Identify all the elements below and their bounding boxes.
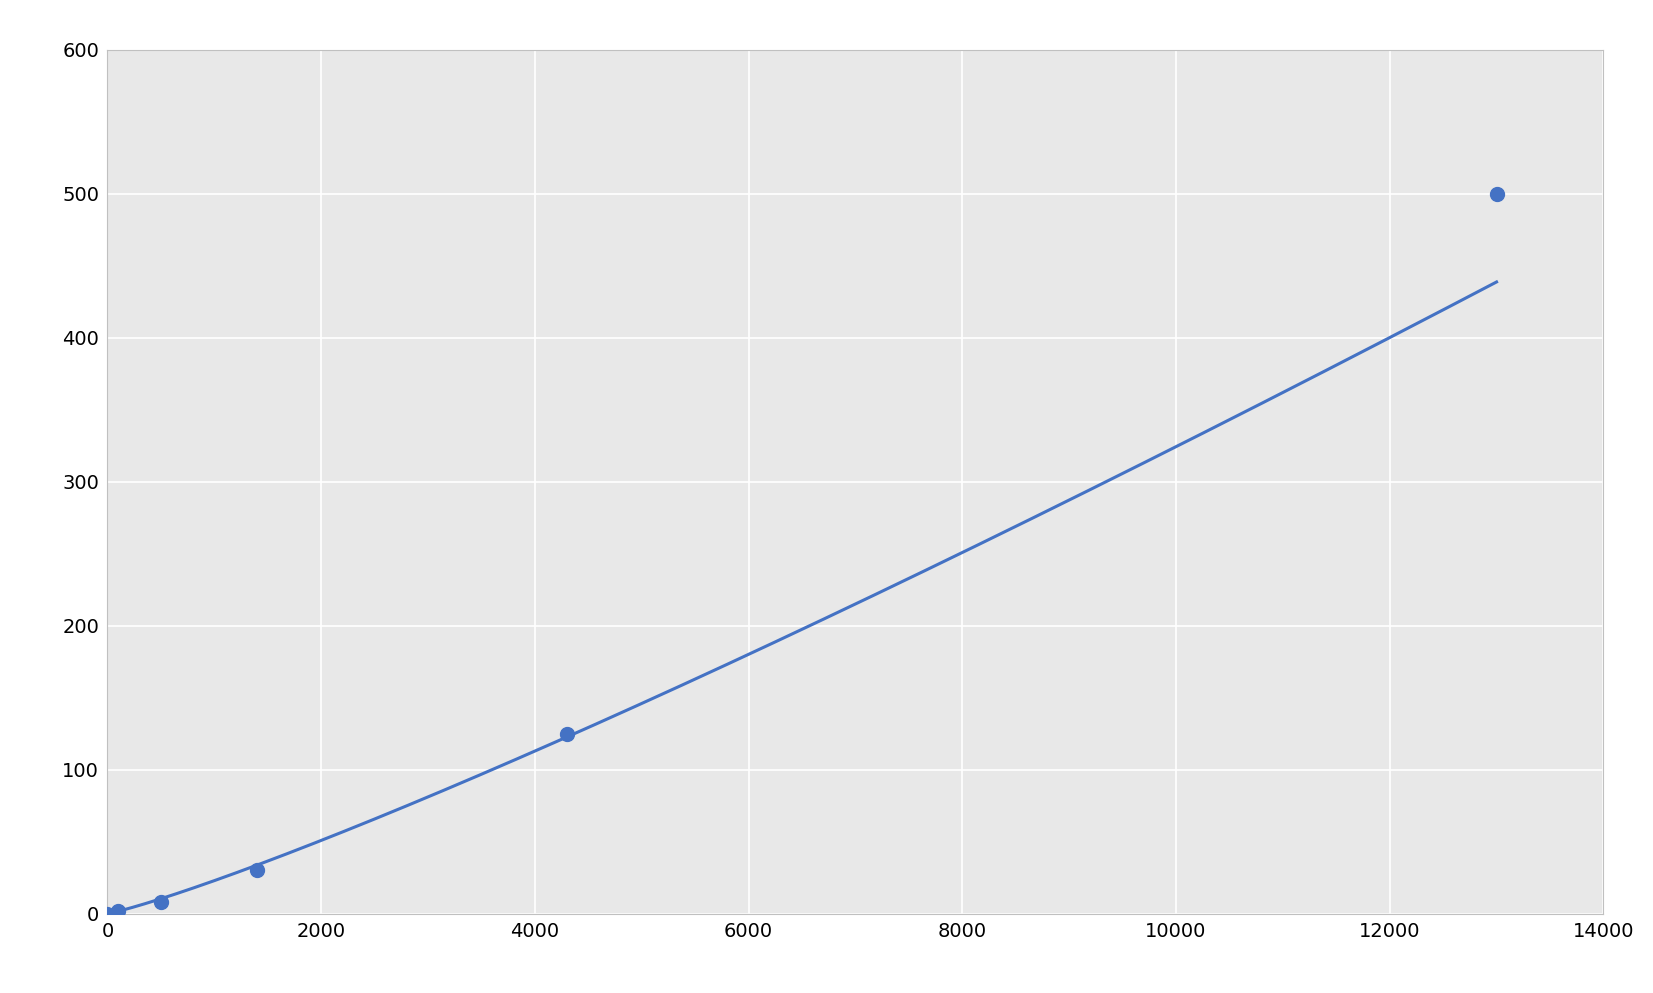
Point [554, 726, 580, 742]
Point [104, 903, 131, 919]
Point [94, 906, 121, 922]
Point [245, 862, 271, 879]
Point [147, 894, 174, 910]
Point [1483, 186, 1509, 202]
